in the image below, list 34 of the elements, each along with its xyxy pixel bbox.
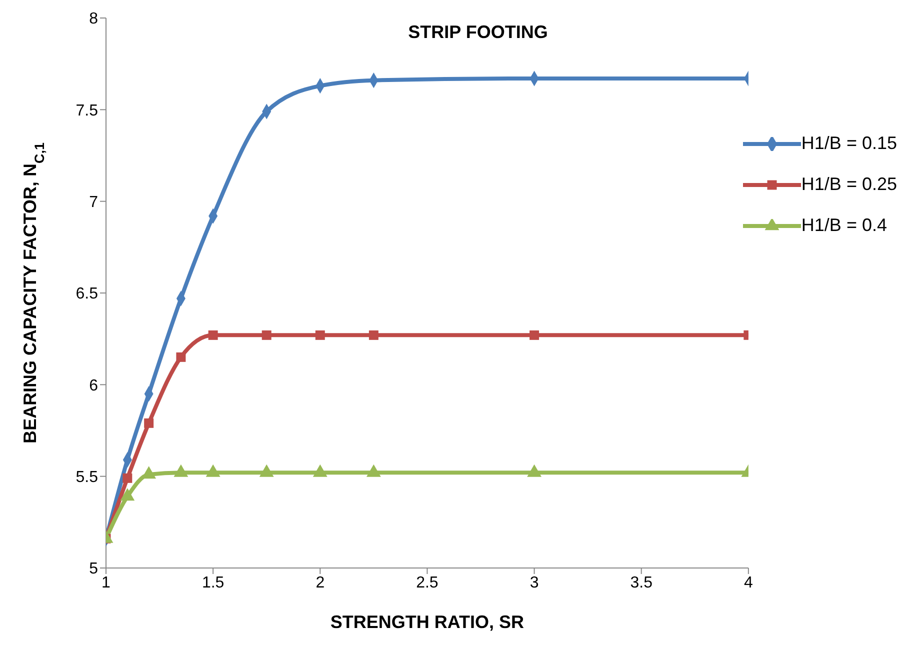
- y-tick-label: 6: [89, 377, 98, 394]
- x-tick-label: 4: [744, 574, 753, 592]
- y-tick-label: 7.5: [76, 102, 98, 120]
- x-tick-label: 1.5: [202, 574, 224, 592]
- point: [368, 330, 378, 340]
- x-axis-title: STRENGTH RATIO, SR: [330, 612, 524, 632]
- point: [262, 330, 272, 340]
- point: [208, 330, 218, 340]
- point: [206, 464, 220, 477]
- x-tick-label: 3.5: [630, 574, 653, 592]
- point: [366, 464, 381, 477]
- x-tick-label: 2.5: [416, 574, 438, 592]
- point: [530, 330, 540, 340]
- x-tick-label: 2: [316, 574, 325, 592]
- x-tick-label: 3: [530, 574, 539, 592]
- point: [120, 488, 135, 501]
- point: [176, 352, 186, 362]
- legend-label: H1/B = 0.15: [801, 133, 897, 154]
- legend-label: H1/B = 0.25: [801, 174, 897, 195]
- y-tick-label: 8: [89, 10, 98, 28]
- y-tick-label: 6.5: [76, 286, 98, 303]
- point: [315, 330, 325, 340]
- point: [174, 464, 188, 477]
- y-tick-label: 7: [89, 194, 98, 212]
- point: [122, 473, 132, 483]
- point: [259, 464, 274, 477]
- point: [527, 464, 542, 477]
- x-tick-label: 1: [102, 574, 111, 592]
- legend-label: H1/B = 0.4: [801, 215, 887, 236]
- y-tick-label: 5.5: [76, 469, 98, 486]
- point: [144, 418, 154, 428]
- point: [312, 464, 328, 477]
- y-tick-label: 5: [89, 560, 98, 578]
- chart-title: STRIP FOOTING: [408, 22, 548, 42]
